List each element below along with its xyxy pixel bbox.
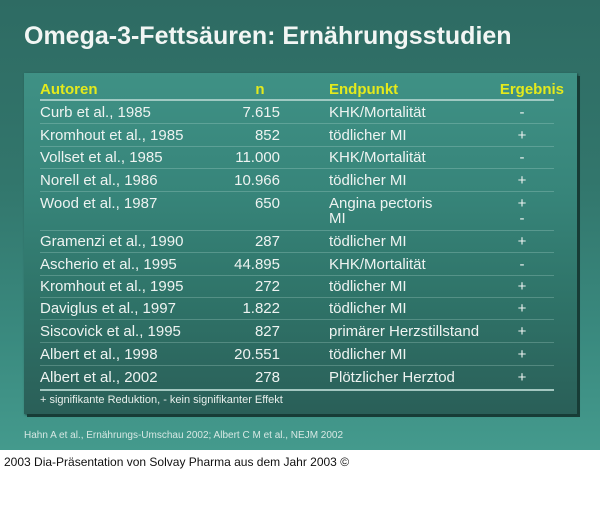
table-row: Curb et al., 1985 7.615 KHK/Mortalität - [40, 102, 554, 124]
cell-author: Kromhout et al., 1985 [40, 127, 184, 144]
cell-endpoint: tödlicher MI [329, 233, 407, 250]
cell-result: + [517, 323, 527, 340]
cell-result: + [517, 127, 527, 144]
cell-endpoint-secondary: MI [329, 210, 346, 227]
row-divider [40, 230, 554, 231]
cell-author: Gramenzi et al., 1990 [40, 233, 184, 250]
header-result: Ergebnis [499, 81, 564, 98]
table-row: Ascherio et al., 1995 44.895 KHK/Mortali… [40, 254, 554, 276]
table-row: Daviglus et al., 1997 1.822 tödlicher MI… [40, 298, 554, 320]
cell-author: Albert et al., 2002 [40, 369, 158, 386]
image-caption: 2003 Dia-Präsentation von Solvay Pharma … [4, 455, 350, 469]
cell-author: Daviglus et al., 1997 [40, 300, 176, 317]
cell-result: + [517, 195, 527, 212]
cell-endpoint: tödlicher MI [329, 172, 407, 189]
header-authors: Autoren [40, 81, 98, 98]
row-divider [40, 319, 554, 320]
cell-endpoint: Angina pectoris [329, 195, 433, 212]
cell-result: + [517, 233, 527, 250]
cell-result-secondary: - [519, 210, 525, 227]
cell-endpoint: tödlicher MI [329, 278, 407, 295]
row-divider [40, 168, 554, 169]
cell-n: 650 [254, 195, 280, 212]
cell-n: 852 [254, 127, 280, 144]
table-bottom-rule [40, 389, 554, 391]
table-row: Albert et al., 1998 20.551 tödlicher MI … [40, 344, 554, 366]
cell-n: 20.551 [234, 346, 280, 363]
cell-author: Wood et al., 1987 [40, 195, 158, 212]
cell-endpoint: KHK/Mortalität [329, 149, 426, 166]
row-divider [40, 365, 554, 366]
cell-result: + [517, 369, 527, 386]
row-divider [40, 191, 554, 192]
cell-endpoint: KHK/Mortalität [329, 104, 426, 121]
row-divider [40, 342, 554, 343]
header-n: n [255, 81, 265, 98]
cell-n: 1.822 [242, 300, 280, 317]
cell-author: Albert et al., 1998 [40, 346, 158, 363]
table-row: Siscovick et al., 1995 827 primärer Herz… [40, 321, 554, 343]
table-row: Norell et al., 1986 10.966 tödlicher MI … [40, 170, 554, 192]
row-divider [40, 146, 554, 147]
cell-n: 272 [254, 278, 280, 295]
cell-n: 287 [254, 233, 280, 250]
table-row: Kromhout et al., 1995 272 tödlicher MI + [40, 276, 554, 298]
slide-title: Omega-3-Fettsäuren: Ernährungsstudien [24, 22, 512, 50]
cell-n: 7.615 [242, 104, 280, 121]
row-divider [40, 297, 554, 298]
row-divider [40, 252, 554, 253]
table-row: Gramenzi et al., 1990 287 tödlicher MI + [40, 231, 554, 253]
cell-author: Siscovick et al., 1995 [40, 323, 181, 340]
cell-author: Kromhout et al., 1995 [40, 278, 184, 295]
cell-result: - [519, 149, 525, 166]
table-row: Kromhout et al., 1985 852 tödlicher MI + [40, 125, 554, 147]
header-endpoint: Endpunkt [329, 81, 399, 98]
row-divider [40, 275, 554, 276]
cell-endpoint: tödlicher MI [329, 300, 407, 317]
cell-result: + [517, 300, 527, 317]
cell-author: Vollset et al., 1985 [40, 149, 163, 166]
table-legend: + signifikante Reduktion, - kein signifi… [40, 394, 283, 406]
cell-n: 10.966 [234, 172, 280, 189]
table-row: Wood et al., 1987 650 Angina pectoris + … [40, 193, 554, 231]
cell-author: Curb et al., 1985 [40, 104, 151, 121]
cell-result: + [517, 172, 527, 189]
cell-n: 278 [254, 369, 280, 386]
table-row: Vollset et al., 1985 11.000 KHK/Mortalit… [40, 147, 554, 169]
cell-n: 11.000 [235, 149, 280, 166]
row-divider [40, 123, 554, 124]
cell-result: - [519, 256, 525, 273]
cell-n: 44.895 [234, 256, 280, 273]
cell-endpoint: KHK/Mortalität [329, 256, 426, 273]
studies-table: Autoren n Endpunkt Ergebnis Curb et al.,… [24, 73, 577, 414]
cell-author: Ascherio et al., 1995 [40, 256, 177, 273]
cell-author: Norell et al., 1986 [40, 172, 158, 189]
table-row: Albert et al., 2002 278 Plötzlicher Herz… [40, 367, 554, 389]
cell-result: + [517, 346, 527, 363]
cell-endpoint: Plötzlicher Herztod [329, 369, 455, 386]
cell-endpoint: primärer Herzstillstand [329, 323, 480, 340]
cell-endpoint: tödlicher MI [329, 127, 407, 144]
cell-endpoint: tödlicher MI [329, 346, 407, 363]
cell-result: - [519, 104, 525, 121]
table-header: Autoren n Endpunkt Ergebnis [40, 79, 564, 101]
header-divider [40, 99, 554, 101]
cell-n: 827 [254, 323, 280, 340]
slide: Omega-3-Fettsäuren: Ernährungsstudien Au… [0, 0, 600, 450]
source-citation: Hahn A et al., Ernährungs-Umschau 2002; … [24, 430, 344, 441]
cell-result: + [517, 278, 527, 295]
